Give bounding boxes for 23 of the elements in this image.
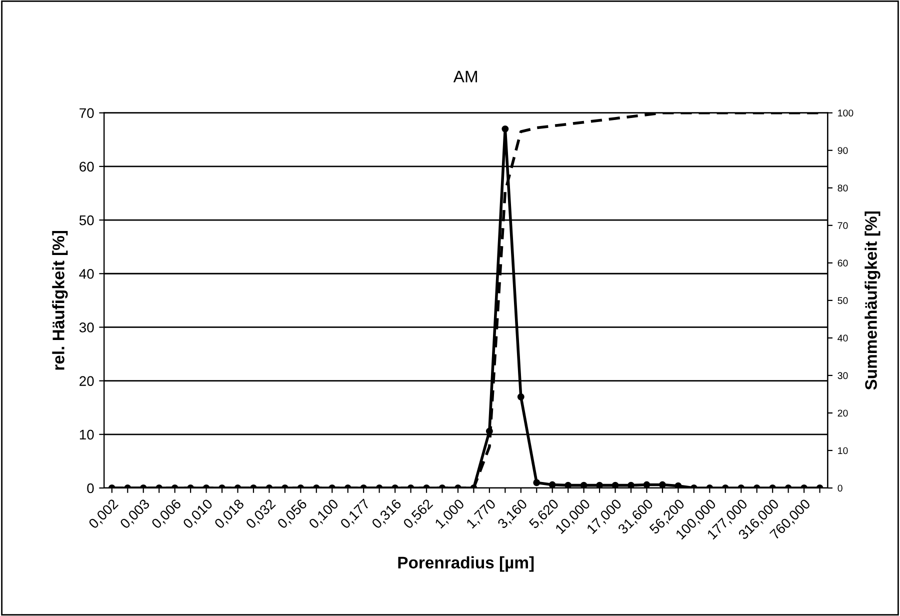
- y2-tick-label: 40: [838, 334, 848, 342]
- chart-title: AM: [453, 70, 477, 82]
- y-tick-label: 50: [79, 215, 94, 226]
- y-tick-label: 70: [80, 108, 94, 118]
- y2-tick-label: 50: [838, 297, 848, 304]
- y-tick-label: 20: [80, 376, 94, 386]
- y2-tick-label: 0: [838, 484, 842, 492]
- y2-tick-label: 90: [838, 147, 848, 154]
- y2-axis-title: Summenhäufigkeit [%]: [864, 212, 880, 390]
- y2-tick-label: 80: [838, 184, 848, 192]
- y-tick-label: 0: [87, 483, 94, 494]
- y2-tick-label: 60: [838, 260, 848, 267]
- y-axis-title: rel. Häufigkeit [%]: [52, 230, 68, 370]
- y2-tick-label: 10: [838, 447, 848, 454]
- y2-tick-label: 20: [838, 410, 848, 417]
- y-tick-label: 30: [79, 322, 94, 332]
- y-tick-label: 40: [79, 268, 94, 279]
- y2-tick-label: 70: [838, 222, 848, 230]
- y2-tick-label: 100: [838, 110, 854, 116]
- y2-tick-label: 30: [838, 372, 848, 380]
- x-axis-title: Porenradius [µm]: [398, 556, 534, 572]
- y-tick-label: 60: [80, 162, 94, 172]
- y-tick-label: 10: [80, 430, 94, 440]
